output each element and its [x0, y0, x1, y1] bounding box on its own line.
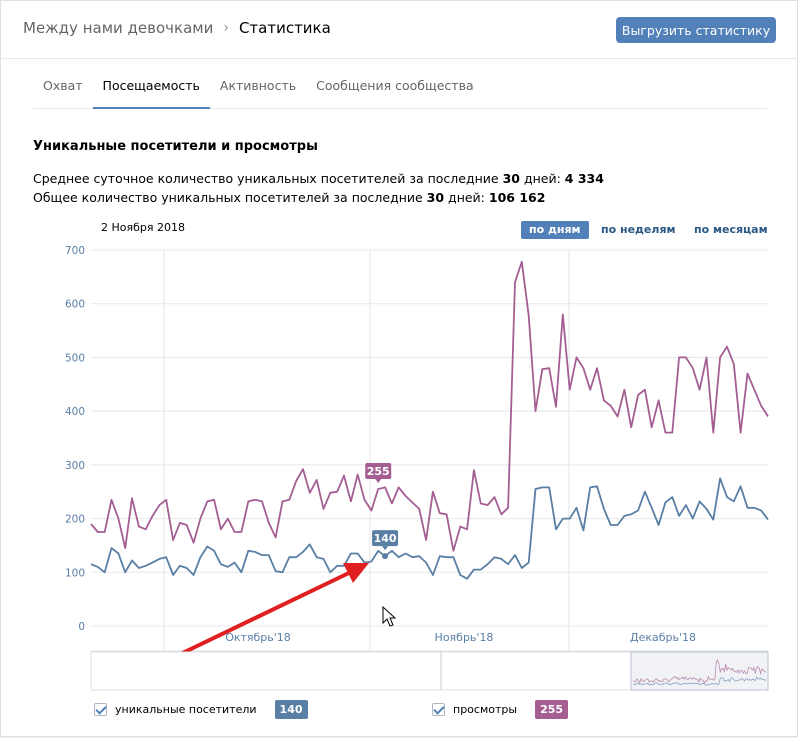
hover-date-label: 2 Ноября 2018 [101, 221, 185, 234]
total-visitors-value: 106 162 [488, 190, 546, 205]
tooltip-visitors-badge: 140 [374, 532, 397, 545]
mouse-cursor-icon [382, 605, 397, 627]
chevron-right-icon: › [223, 20, 229, 36]
x-month-label: Ноябрь'18 [435, 631, 494, 644]
period-days-button[interactable]: по дням [521, 221, 589, 239]
tab-activity[interactable]: Активность [219, 78, 297, 93]
total-visitors-line: Общее количество уникальных посетителей … [33, 190, 546, 205]
x-month-label: Октябрь'18 [225, 631, 291, 644]
tooltip-views-badge: 255 [367, 465, 390, 478]
export-statistics-button[interactable]: Выгрузить статистику [616, 17, 776, 43]
avg-daily-visitors-line: Среднее суточное количество уникальных п… [33, 171, 604, 186]
section-title: Уникальные посетители и просмотры [33, 139, 318, 154]
series-line-views [90, 260, 769, 552]
legend-views-label: просмотры [453, 702, 518, 716]
y-tick-label: 100 [65, 567, 85, 579]
page-title: Статистика [238, 19, 331, 37]
y-tick-label: 700 [65, 245, 85, 257]
visitors-checkbox[interactable] [94, 702, 107, 716]
tooltip-visitors-badge-bg [372, 530, 399, 547]
annotation-arrow-head [343, 563, 369, 583]
y-tick-label: 600 [65, 299, 85, 311]
page-header: Между нами девочками › Статистика Выгруз… [1, 1, 797, 59]
period-weeks-button[interactable]: по неделям [601, 223, 676, 236]
stats-tabs: Охват Посещаемость Активность Сообщения … [33, 61, 767, 109]
y-tick-label: 300 [65, 460, 85, 472]
plot-area [91, 250, 768, 653]
tooltip-views-badge-bg [365, 463, 392, 480]
legend-views-value: 255 [535, 699, 569, 719]
series-line-visitors [90, 477, 769, 580]
tab-attendance[interactable]: Посещаемость [92, 61, 210, 109]
breadcrumb-group-link[interactable]: Между нами девочками [23, 19, 214, 37]
y-tick-label: 200 [65, 514, 85, 526]
tab-community-messages[interactable]: Сообщения сообщества [316, 78, 474, 93]
overview-mini-line [632, 676, 767, 686]
annotation-arrow-line [166, 569, 355, 662]
x-month-label: Декабрь'18 [630, 631, 696, 644]
legend-visitors-value: 140 [274, 699, 308, 719]
y-tick-label: 400 [65, 406, 85, 418]
tooltip-views-badge-pointer [375, 479, 382, 484]
y-tick-label: 0 [78, 621, 85, 633]
legend-visitors[interactable]: уникальные посетители 140 [94, 698, 308, 720]
legend-visitors-label: уникальные посетители [115, 702, 257, 716]
hover-point-visitors [382, 553, 389, 560]
tooltip-visitors-badge-pointer [382, 546, 389, 551]
legend-views[interactable]: просмотры 255 [432, 698, 569, 720]
views-checkbox[interactable] [432, 702, 445, 716]
period-months-button[interactable]: по месяцам [694, 223, 768, 236]
overview-mini-line [632, 659, 767, 684]
avg-daily-visitors-value: 4 334 [564, 171, 604, 186]
tab-reach[interactable]: Охват [43, 78, 83, 93]
y-tick-label: 500 [65, 352, 85, 364]
breadcrumb: Между нами девочками › Статистика [23, 19, 331, 37]
